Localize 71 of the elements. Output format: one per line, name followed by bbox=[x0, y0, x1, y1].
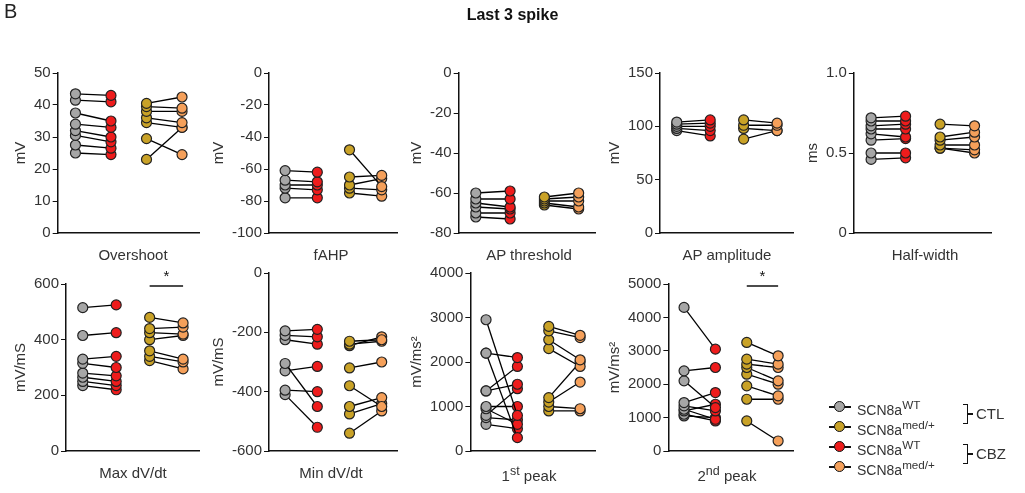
y-tick-label: 0 bbox=[42, 223, 51, 241]
y-tick-label: -40 bbox=[240, 127, 263, 145]
x-axis-title: Half-width bbox=[890, 246, 960, 263]
y-axis-title: mV/mS bbox=[209, 337, 227, 387]
category-label: SCN8a$^{WT}$ bbox=[857, 398, 921, 418]
x-axis-title: Overshoot bbox=[97, 246, 169, 263]
y-tick-label: 0 bbox=[443, 63, 452, 81]
y-tick-label: -100 bbox=[231, 223, 263, 241]
y-tick-label: -200 bbox=[231, 322, 263, 340]
y-axis-title: mV bbox=[605, 141, 623, 165]
y-tick-label: 0 bbox=[253, 63, 263, 81]
y-axis-title: mV/ms² bbox=[407, 336, 425, 388]
text: CBZ bbox=[976, 445, 1006, 462]
y-axis-title: mV/mS bbox=[11, 342, 29, 393]
y-tick-label: 1000 bbox=[429, 396, 464, 414]
y-axis-title: mV/ms² bbox=[605, 341, 623, 394]
y-tick-label: 0 bbox=[653, 441, 662, 459]
y-tick-label: 150 bbox=[628, 63, 654, 81]
y-tick-label: 0.5 bbox=[825, 143, 847, 161]
x-axis-title: Min dV/dt bbox=[298, 464, 364, 481]
y-tick-label: -60 bbox=[429, 183, 452, 201]
y-tick-label: 50 bbox=[636, 169, 654, 187]
y-tick-label: 600 bbox=[34, 274, 60, 292]
y-tick-label: 3000 bbox=[429, 307, 464, 325]
text: B bbox=[4, 0, 18, 23]
y-tick-label: 1.0 bbox=[825, 63, 847, 81]
x-axis-title: AP threshold bbox=[485, 246, 573, 263]
y-tick-label: 4000 bbox=[429, 263, 464, 281]
y-tick-label: 10 bbox=[34, 191, 51, 209]
text: * bbox=[163, 266, 170, 284]
text: * bbox=[759, 266, 766, 284]
x-axis-title: AP amplitude bbox=[681, 246, 773, 263]
y-tick-label: 0 bbox=[838, 223, 847, 241]
text: CTL bbox=[976, 405, 1005, 422]
y-tick-label: 400 bbox=[34, 329, 60, 347]
y-tick-label: 20 bbox=[34, 159, 51, 177]
y-tick-label: -20 bbox=[429, 103, 452, 121]
category-label: SCN8a$^{WT}$ bbox=[857, 438, 921, 458]
y-tick-label: 200 bbox=[34, 385, 60, 403]
y-tick-label: 30 bbox=[34, 127, 51, 145]
y-tick-label: 4000 bbox=[627, 307, 662, 325]
y-tick-label: 3000 bbox=[627, 340, 662, 358]
category-label: SCN8a$^{med/+}$ bbox=[857, 458, 935, 478]
y-tick-label: 0 bbox=[253, 263, 263, 281]
y-tick-label: -400 bbox=[231, 381, 263, 399]
y-tick-label: -20 bbox=[240, 95, 263, 113]
y-tick-label: 50 bbox=[34, 63, 51, 81]
category-label: SCN8a$^{med/+}$ bbox=[857, 418, 935, 438]
x-axis-title: 1$^{st}$ peak bbox=[500, 464, 558, 484]
y-tick-label: -600 bbox=[231, 441, 263, 459]
x-axis-title: Max dV/dt bbox=[98, 464, 168, 481]
y-tick-label: 100 bbox=[628, 116, 654, 134]
x-axis-title: 2$^{nd}$ peak bbox=[696, 464, 758, 484]
y-tick-label: -40 bbox=[429, 143, 452, 161]
y-tick-label: -60 bbox=[240, 159, 263, 177]
y-tick-label: 1000 bbox=[627, 407, 662, 425]
text: Last 3 spike bbox=[466, 6, 559, 23]
x-axis-title: fAHP bbox=[312, 246, 350, 263]
y-axis-title: mV bbox=[209, 141, 227, 165]
y-tick-label: 0 bbox=[455, 441, 464, 459]
y-tick-label: 0 bbox=[50, 441, 60, 459]
y-axis-title: ms bbox=[803, 143, 821, 163]
y-tick-label: -80 bbox=[240, 191, 263, 209]
y-tick-label: 5000 bbox=[627, 274, 662, 292]
y-tick-label: 2000 bbox=[429, 352, 464, 370]
y-axis-title: mV bbox=[407, 141, 425, 165]
y-tick-label: 40 bbox=[34, 95, 51, 113]
y-tick-label: -80 bbox=[429, 223, 452, 241]
y-tick-label: 2000 bbox=[627, 374, 662, 392]
y-axis-title: mV bbox=[11, 141, 29, 165]
y-tick-label: 0 bbox=[644, 223, 654, 241]
